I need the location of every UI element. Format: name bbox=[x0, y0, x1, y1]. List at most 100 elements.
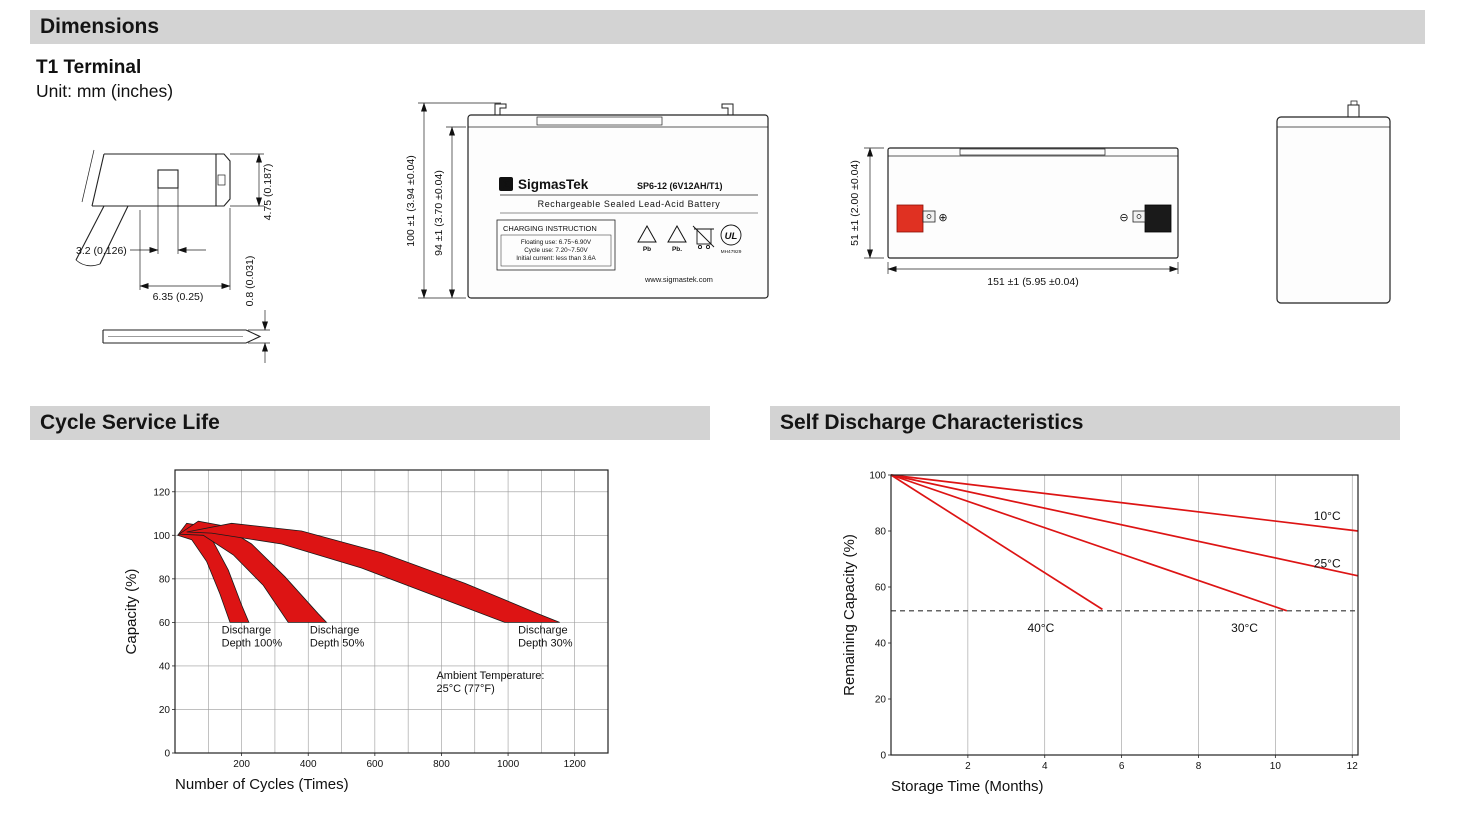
cycle-service-life-header: Cycle Service Life bbox=[30, 406, 710, 440]
terminal-detail-drawing: 4.75 (0.187) 3.2 (0.126) 6.35 (0.25) 0.8… bbox=[75, 149, 274, 363]
recycle-pb2-icon bbox=[667, 224, 687, 243]
battery-end-view-drawing bbox=[1276, 100, 1391, 304]
y-tick-label: 0 bbox=[164, 749, 170, 760]
charging-line-1: Floating use: 6.75~6.90V bbox=[521, 239, 592, 246]
battery-side-view-drawing: ⊕ ⊖ 51 ±1 (2.00 ±0.04) 151 ±1 (5.95 ±0.0… bbox=[849, 147, 1179, 288]
x-tick-label: 1200 bbox=[564, 759, 587, 770]
y-tick-label: 0 bbox=[880, 751, 886, 762]
y-tick-label: 60 bbox=[159, 618, 171, 629]
x-tick-label: 12 bbox=[1347, 761, 1359, 772]
unit-label: Unit: mm (inches) bbox=[36, 81, 174, 101]
x-tick-label: 1000 bbox=[497, 759, 520, 770]
battery-case-side bbox=[887, 147, 1179, 259]
ul-label: UL bbox=[725, 231, 738, 242]
dim-side-length: 151 ±1 (5.95 ±0.04) bbox=[987, 276, 1079, 288]
y-tick-label: 40 bbox=[875, 639, 887, 650]
sigma-logo-glyph: Σ bbox=[503, 179, 510, 191]
x-axis-label: Number of Cycles (Times) bbox=[175, 776, 349, 793]
x-tick-label: 600 bbox=[367, 759, 384, 770]
self-discharge-chart: 2 4 6 8 10 12 0 20 40 60 80 100 10°C 25°C 30°C 40°C Stor… bbox=[841, 471, 1359, 795]
y-axis-label: Capacity (%) bbox=[123, 569, 140, 655]
dim-tab-width: 6.35 (0.25) bbox=[153, 291, 204, 303]
plus-symbol: ⊕ bbox=[938, 212, 947, 224]
y-tick-label: 80 bbox=[875, 527, 887, 538]
y-tick-label: 100 bbox=[153, 531, 170, 542]
battery-case-front bbox=[467, 103, 769, 299]
chart-annotation: 10°C bbox=[1314, 509, 1341, 523]
y-tick-label: 40 bbox=[159, 661, 171, 672]
chart-annotation: Discharge Depth 30% bbox=[518, 624, 573, 649]
battery-label: Σ SigmasTek SP6-12 (6V12AH/T1) Rechargea… bbox=[496, 177, 758, 284]
negative-terminal-black bbox=[1144, 204, 1172, 233]
charging-instruction-title: CHARGING INSTRUCTION bbox=[503, 224, 597, 233]
ul-mark-icon bbox=[720, 224, 742, 246]
model-text: SP6-12 (6V12AH/T1) bbox=[637, 181, 723, 191]
chart-annotation: Discharge Depth 100% bbox=[222, 624, 283, 649]
y-axis-label: Remaining Capacity (%) bbox=[841, 534, 858, 696]
positive-blade bbox=[922, 210, 936, 223]
terminal-blade-side-view bbox=[102, 329, 262, 344]
pb-label-1: Pb bbox=[643, 246, 651, 253]
y-tick-label: 20 bbox=[159, 705, 171, 716]
minus-symbol: ⊖ bbox=[1119, 212, 1128, 224]
chart-annotation: Discharge Depth 50% bbox=[310, 624, 365, 649]
dim-slot-width: 3.2 (0.126) bbox=[76, 245, 127, 257]
dim-overall-height: 100 ±1 (3.94 ±0.04) bbox=[405, 155, 417, 247]
charging-instruction-box bbox=[496, 219, 616, 271]
series-25°C bbox=[890, 474, 1359, 577]
x-axis-label: Storage Time (Months) bbox=[891, 778, 1044, 795]
plot-border bbox=[890, 474, 1359, 756]
negative-blade bbox=[1132, 210, 1146, 223]
charging-line-2: Cycle use: 7.20~7.50V bbox=[524, 247, 588, 254]
terminal-cross-section bbox=[75, 149, 231, 267]
pb-label-2: Pb. bbox=[672, 246, 682, 253]
y-tick-label: 120 bbox=[153, 487, 170, 498]
dim-case-height: 94 ±1 (3.70 ±0.04) bbox=[433, 170, 445, 256]
chart-annotation: 30°C bbox=[1231, 621, 1258, 635]
side-view-dimension-lines bbox=[864, 147, 1179, 274]
brand-text: SigmasTek bbox=[518, 177, 589, 192]
x-tick-label: 6 bbox=[1119, 761, 1125, 772]
website-text: www.sigmastek.com bbox=[644, 275, 713, 284]
x-tick-label: 10 bbox=[1270, 761, 1282, 772]
dimensions-section-header: Dimensions bbox=[30, 10, 1425, 44]
series-40°C bbox=[890, 474, 1103, 611]
plot-border bbox=[174, 469, 609, 754]
negative-terminal-tab bbox=[721, 103, 734, 115]
x-tick-label: 4 bbox=[1042, 761, 1048, 772]
x-tick-label: 8 bbox=[1196, 761, 1202, 772]
charging-line-3: Initial current: less than 3.6A bbox=[516, 255, 596, 262]
y-tick-label: 80 bbox=[159, 574, 171, 585]
crossed-bin-icon bbox=[692, 225, 715, 250]
y-tick-label: 60 bbox=[875, 583, 887, 594]
x-tick-label: 800 bbox=[433, 759, 450, 770]
x-tick-label: 400 bbox=[300, 759, 317, 770]
chart-annotation: Ambient Temperature: 25°C (77°F) bbox=[436, 670, 544, 695]
band-Discharge Depth 30% bbox=[186, 522, 560, 623]
certification-icons bbox=[637, 224, 742, 250]
self-discharge-header: Self Discharge Characteristics bbox=[770, 406, 1400, 440]
chart-annotation: 25°C bbox=[1314, 556, 1341, 570]
dim-side-height: 51 ±1 (2.00 ±0.04) bbox=[849, 160, 861, 246]
series-30°C bbox=[890, 474, 1288, 612]
positive-terminal-red bbox=[896, 204, 924, 233]
side-view-terminals: ⊕ ⊖ bbox=[896, 204, 1172, 233]
front-view-dimension-lines bbox=[418, 102, 501, 299]
end-terminal-tab bbox=[1347, 104, 1360, 118]
cycle-service-life-chart: 200 400 600 800 1000 1200 0 20 40 60 80 100 120 Disch… bbox=[123, 469, 609, 793]
sigma-logo-box bbox=[499, 177, 513, 191]
terminal-dimension-lines bbox=[130, 153, 270, 363]
chart-annotation: 40°C bbox=[1027, 621, 1054, 635]
positive-terminal-tab bbox=[494, 103, 507, 115]
y-tick-label: 20 bbox=[875, 695, 887, 706]
terminal-type-title: T1 Terminal bbox=[36, 57, 142, 78]
x-tick-label: 2 bbox=[965, 761, 971, 772]
dim-blade-thickness: 0.8 (0.031) bbox=[244, 256, 256, 307]
x-tick-label: 200 bbox=[233, 759, 250, 770]
battery-case-end bbox=[1276, 100, 1391, 304]
band-Discharge Depth 50% bbox=[177, 520, 328, 623]
recycle-pb-icon bbox=[637, 224, 657, 243]
battery-subtitle: Rechargeable Sealed Lead-Acid Battery bbox=[538, 199, 721, 209]
series-10°C bbox=[890, 474, 1359, 532]
battery-front-view-drawing: Σ SigmasTek SP6-12 (6V12AH/T1) Rechargea… bbox=[405, 102, 769, 299]
